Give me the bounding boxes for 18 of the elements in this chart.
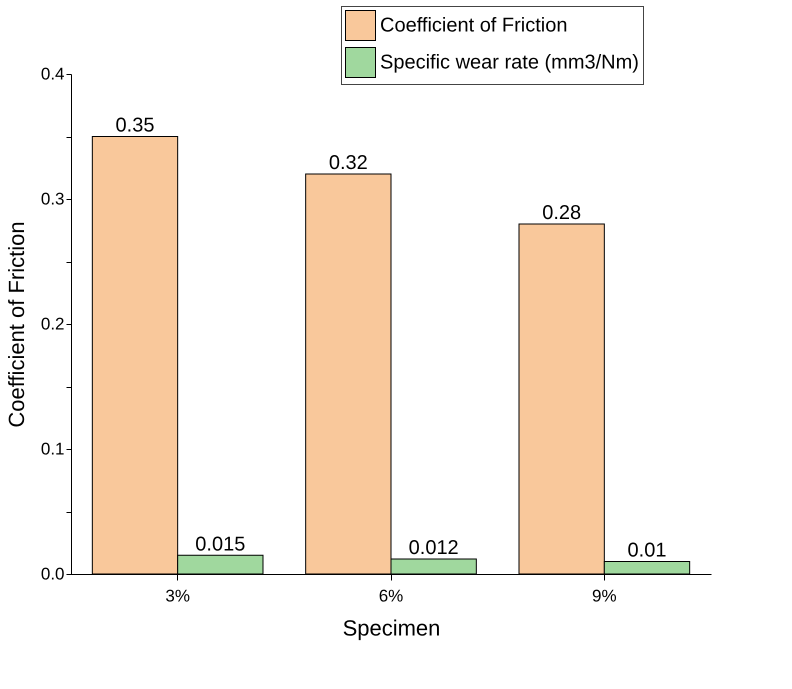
data-label: 0.01 [628, 540, 666, 562]
y-tick-label: 0.2 [40, 314, 64, 334]
y-tick-label: 0.0 [40, 564, 64, 584]
data-label: 0.28 [542, 202, 582, 224]
legend-label: Specific wear rate (mm3/Nm) [380, 52, 639, 74]
legend-label: Coefficient of Friction [380, 14, 568, 36]
y-tick-label: 0.3 [40, 190, 64, 208]
y-tick-label: 0.4 [40, 64, 64, 84]
x-tick-label: 6% [378, 586, 404, 606]
data-label: 0.35 [116, 114, 154, 136]
x-tick-label: 3% [165, 586, 190, 606]
data-label: 0.32 [328, 152, 368, 174]
data-label: 0.015 [195, 533, 246, 556]
y-axis-title: Coefficient of Friction [4, 221, 29, 428]
x-axis-title: Specimen [342, 616, 440, 640]
x-tick-label: 9% [592, 586, 617, 606]
data-label: 0.012 [408, 537, 459, 559]
y-tick-label: 0.1 [40, 440, 64, 458]
